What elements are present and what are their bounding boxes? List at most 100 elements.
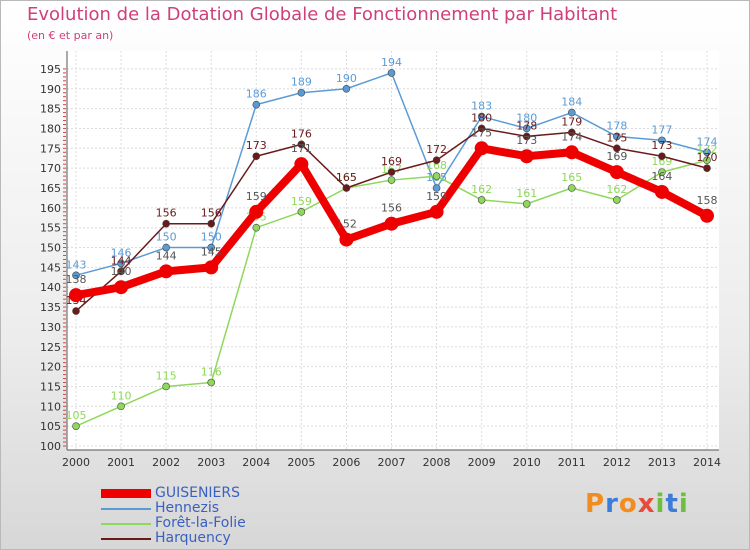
data-label-harquency: 173	[651, 139, 672, 152]
data-point-for-t-la-folie	[477, 196, 486, 204]
data-label-guiseniers: 159	[426, 190, 447, 203]
data-label-guiseniers: 164	[651, 170, 672, 183]
y-tick-label: 195	[40, 63, 61, 76]
data-point-for-t-la-folie	[432, 172, 441, 180]
data-label-harquency: 170	[697, 151, 718, 164]
data-label-guiseniers: 159	[246, 190, 267, 203]
legend-label-guiseniers: GUISENIERS	[155, 485, 241, 501]
data-label-harquency: 144	[111, 254, 132, 267]
logo-letter: r	[605, 489, 619, 519]
data-point-harquency	[207, 219, 216, 228]
data-label-for-t-la-folie: 165	[561, 171, 582, 184]
data-label-guiseniers: 138	[66, 273, 87, 286]
data-point-harquency	[432, 156, 441, 165]
data-point-for-t-la-folie	[387, 176, 396, 184]
data-point-for-t-la-folie	[252, 223, 261, 232]
x-tick-label: 2013	[648, 456, 676, 469]
logo-letter: i	[678, 489, 689, 519]
data-label-hennezis: 150	[201, 231, 222, 244]
data-label-guiseniers: 173	[516, 134, 537, 147]
legend-swatch-foret-la-folie	[101, 523, 151, 525]
data-point-guiseniers	[159, 264, 174, 279]
y-tick-label: 135	[40, 301, 61, 314]
data-point-for-t-la-folie	[72, 422, 80, 430]
data-label-harquency: 180	[471, 111, 492, 124]
data-point-guiseniers	[339, 232, 354, 247]
data-point-for-t-la-folie	[703, 156, 711, 165]
data-label-guiseniers: 175	[471, 126, 492, 139]
y-tick-label: 140	[40, 281, 61, 294]
chart-subtitle: (en € et par an)	[27, 29, 114, 42]
data-label-hennezis: 180	[516, 111, 537, 124]
data-point-harquency	[72, 307, 80, 315]
legend-label-hennezis: Hennezis	[155, 500, 220, 516]
y-tick-label: 125	[40, 341, 61, 354]
data-label-for-t-la-folie: 115	[156, 369, 177, 382]
data-point-harquency	[703, 164, 711, 172]
data-point-guiseniers	[609, 165, 624, 180]
x-tick-label: 2000	[62, 456, 90, 469]
data-label-guiseniers: 174	[561, 130, 582, 143]
y-tick-label: 120	[40, 361, 61, 374]
x-tick-label: 2014	[693, 456, 721, 469]
x-tick-label: 2011	[558, 456, 586, 469]
data-point-guiseniers	[114, 280, 129, 295]
data-point-harquency	[297, 140, 306, 149]
y-tick-label: 185	[40, 103, 61, 116]
data-label-guiseniers: 156	[381, 202, 402, 215]
data-label-hennezis: 186	[246, 88, 267, 101]
data-label-harquency: 169	[381, 155, 402, 168]
data-label-hennezis: 177	[651, 123, 672, 136]
data-point-harquency	[567, 128, 576, 137]
data-label-hennezis: 189	[291, 76, 312, 89]
data-point-harquency	[342, 184, 351, 192]
data-point-hennezis	[297, 88, 306, 97]
data-point-harquency	[387, 168, 396, 176]
data-point-hennezis	[207, 243, 216, 252]
data-point-harquency	[162, 219, 170, 228]
data-point-guiseniers	[249, 204, 264, 219]
data-label-guiseniers: 144	[156, 249, 177, 262]
data-point-hennezis	[613, 132, 621, 141]
data-point-harquency	[477, 124, 486, 133]
y-tick-label: 130	[40, 321, 61, 334]
data-label-harquency: 179	[561, 115, 582, 128]
data-point-for-t-la-folie	[567, 184, 576, 192]
x-tick-label: 2004	[242, 456, 270, 469]
data-label-hennezis: 146	[111, 246, 132, 259]
y-tick-label: 175	[40, 142, 61, 155]
data-label-for-t-la-folie: 159	[291, 195, 312, 208]
data-label-harquency: 165	[336, 171, 357, 184]
chart-title: Evolution de la Dotation Globale de Fonc…	[27, 4, 618, 25]
y-tick-label: 190	[40, 83, 61, 96]
data-label-harquency: 173	[246, 139, 267, 152]
data-label-hennezis: 143	[66, 258, 87, 271]
data-point-guiseniers	[384, 216, 399, 231]
data-point-for-t-la-folie	[162, 382, 170, 391]
legend-label-harquency: Harquency	[155, 530, 231, 546]
data-point-hennezis	[72, 271, 80, 280]
y-tick-label: 115	[40, 380, 61, 393]
data-point-guiseniers	[519, 149, 534, 164]
data-point-guiseniers	[700, 208, 714, 223]
data-label-for-t-la-folie: 161	[516, 187, 537, 200]
y-tick-label: 145	[40, 261, 61, 274]
data-label-for-t-la-folie: 116	[201, 365, 222, 378]
data-label-guiseniers: 158	[697, 194, 718, 207]
x-tick-label: 2012	[603, 456, 631, 469]
data-label-harquency: 172	[426, 143, 447, 156]
data-point-hennezis	[703, 148, 711, 157]
data-point-hennezis	[522, 124, 531, 133]
data-label-hennezis: 183	[471, 100, 492, 113]
data-point-hennezis	[658, 136, 666, 145]
data-point-hennezis	[162, 243, 170, 252]
y-tick-label: 160	[40, 202, 61, 215]
legend-swatch-hennezis	[101, 508, 151, 510]
data-label-harquency: 176	[291, 127, 312, 140]
data-point-hennezis	[117, 259, 125, 268]
x-tick-label: 2003	[197, 456, 225, 469]
data-point-harquency	[117, 267, 125, 276]
data-point-guiseniers	[654, 184, 669, 199]
